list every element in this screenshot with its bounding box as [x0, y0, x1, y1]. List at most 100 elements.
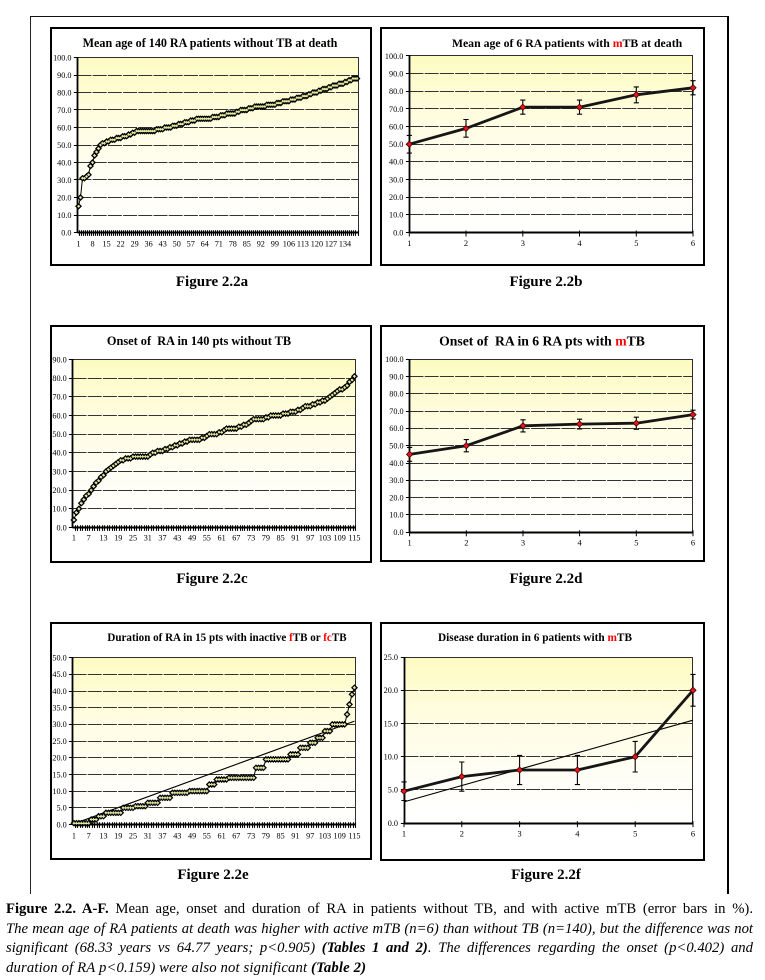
- svg-text:50.0: 50.0: [52, 430, 66, 439]
- svg-text:1: 1: [402, 829, 406, 838]
- svg-text:0.0: 0.0: [61, 228, 71, 237]
- svg-text:85: 85: [277, 533, 285, 542]
- svg-text:91: 91: [291, 831, 299, 840]
- svg-text:37: 37: [158, 533, 166, 542]
- svg-text:10.0: 10.0: [389, 211, 403, 220]
- svg-text:80.0: 80.0: [57, 88, 71, 97]
- svg-text:40.0: 40.0: [57, 158, 71, 167]
- svg-text:1: 1: [76, 239, 80, 248]
- svg-text:8: 8: [90, 239, 94, 248]
- svg-text:43: 43: [159, 239, 167, 248]
- svg-text:50.0: 50.0: [57, 141, 71, 150]
- svg-text:49: 49: [188, 831, 196, 840]
- svg-text:20.0: 20.0: [389, 493, 403, 502]
- svg-text:5: 5: [634, 538, 638, 547]
- svg-text:55: 55: [203, 831, 211, 840]
- svg-text:70.0: 70.0: [52, 393, 66, 402]
- svg-text:Duration of RA in 15 pts with: Duration of RA in 15 pts with inactive f…: [107, 632, 347, 644]
- svg-text:30.0: 30.0: [389, 175, 403, 184]
- svg-text:3: 3: [521, 538, 525, 547]
- svg-text:97: 97: [306, 533, 314, 542]
- svg-text:25: 25: [129, 533, 137, 542]
- svg-text:0.0: 0.0: [56, 820, 66, 829]
- svg-text:30.0: 30.0: [52, 467, 66, 476]
- svg-text:103: 103: [319, 831, 331, 840]
- svg-text:90.0: 90.0: [389, 70, 403, 79]
- svg-text:97: 97: [306, 831, 314, 840]
- svg-text:80.0: 80.0: [389, 87, 403, 96]
- svg-text:85: 85: [243, 239, 251, 248]
- svg-text:5: 5: [633, 829, 637, 838]
- svg-text:Mean age of 140 RA patients wi: Mean age of 140 RA patients without TB a…: [83, 36, 338, 50]
- svg-text:36: 36: [145, 239, 153, 248]
- svg-text:20.0: 20.0: [389, 193, 403, 202]
- svg-text:29: 29: [131, 239, 139, 248]
- svg-text:10.0: 10.0: [384, 753, 398, 762]
- svg-text:0.0: 0.0: [388, 819, 398, 828]
- svg-text:60.0: 60.0: [389, 424, 403, 433]
- svg-text:7: 7: [87, 533, 91, 542]
- svg-text:100.0: 100.0: [53, 53, 71, 62]
- svg-text:10.0: 10.0: [52, 505, 66, 514]
- svg-text:90.0: 90.0: [52, 355, 66, 364]
- svg-text:50: 50: [173, 239, 181, 248]
- svg-text:4: 4: [575, 829, 580, 838]
- svg-text:2: 2: [460, 829, 464, 838]
- svg-text:45.0: 45.0: [52, 670, 66, 679]
- svg-text:109: 109: [334, 831, 346, 840]
- svg-text:50.0: 50.0: [389, 140, 403, 149]
- svg-text:55: 55: [203, 533, 211, 542]
- svg-text:49: 49: [188, 533, 196, 542]
- svg-text:4: 4: [577, 239, 582, 248]
- svg-text:25: 25: [129, 831, 137, 840]
- svg-text:20.0: 20.0: [52, 754, 66, 763]
- svg-text:73: 73: [247, 533, 255, 542]
- svg-text:Onset of RA in 140 pts withou: Onset of RA in 140 pts without TB: [107, 334, 291, 348]
- svg-text:3: 3: [521, 239, 525, 248]
- svg-text:25.0: 25.0: [384, 653, 398, 662]
- svg-text:85: 85: [277, 831, 285, 840]
- svg-text:80.0: 80.0: [52, 374, 66, 383]
- svg-text:5: 5: [634, 239, 638, 248]
- svg-text:103: 103: [319, 533, 331, 542]
- svg-text:100.0: 100.0: [385, 355, 403, 364]
- svg-text:92: 92: [257, 239, 265, 248]
- svg-text:134: 134: [339, 239, 351, 248]
- svg-text:20.0: 20.0: [384, 686, 398, 695]
- svg-text:57: 57: [187, 239, 195, 248]
- svg-text:40.0: 40.0: [389, 158, 403, 167]
- svg-text:79: 79: [262, 533, 270, 542]
- svg-text:10.0: 10.0: [389, 511, 403, 520]
- svg-text:80.0: 80.0: [389, 390, 403, 399]
- svg-text:6: 6: [691, 239, 695, 248]
- svg-text:50.0: 50.0: [52, 654, 66, 663]
- svg-text:31: 31: [144, 533, 152, 542]
- svg-text:5.0: 5.0: [56, 804, 66, 813]
- svg-text:90.0: 90.0: [389, 372, 403, 381]
- svg-text:1: 1: [72, 831, 76, 840]
- svg-text:43: 43: [173, 533, 181, 542]
- svg-text:40.0: 40.0: [389, 459, 403, 468]
- svg-text:0.0: 0.0: [393, 228, 403, 237]
- svg-text:3: 3: [518, 829, 522, 838]
- svg-text:15.0: 15.0: [384, 719, 398, 728]
- svg-text:37: 37: [158, 831, 166, 840]
- svg-text:90.0: 90.0: [57, 71, 71, 80]
- svg-text:Onset of RA in 6 RA pts with: Onset of RA in 6 RA pts with mTB: [439, 334, 645, 349]
- svg-text:20.0: 20.0: [57, 193, 71, 202]
- svg-text:2: 2: [464, 538, 468, 547]
- svg-text:120: 120: [311, 239, 323, 248]
- svg-text:6: 6: [691, 538, 695, 547]
- svg-text:15.0: 15.0: [52, 770, 66, 779]
- svg-text:7: 7: [87, 831, 91, 840]
- svg-text:31: 31: [144, 831, 152, 840]
- svg-text:19: 19: [114, 533, 122, 542]
- svg-text:13: 13: [99, 831, 107, 840]
- svg-text:60.0: 60.0: [389, 122, 403, 131]
- svg-text:10.0: 10.0: [52, 787, 66, 796]
- svg-text:61: 61: [218, 533, 226, 542]
- svg-text:1: 1: [408, 538, 412, 547]
- svg-text:2: 2: [464, 239, 468, 248]
- svg-text:1: 1: [407, 239, 411, 248]
- svg-text:99: 99: [271, 239, 279, 248]
